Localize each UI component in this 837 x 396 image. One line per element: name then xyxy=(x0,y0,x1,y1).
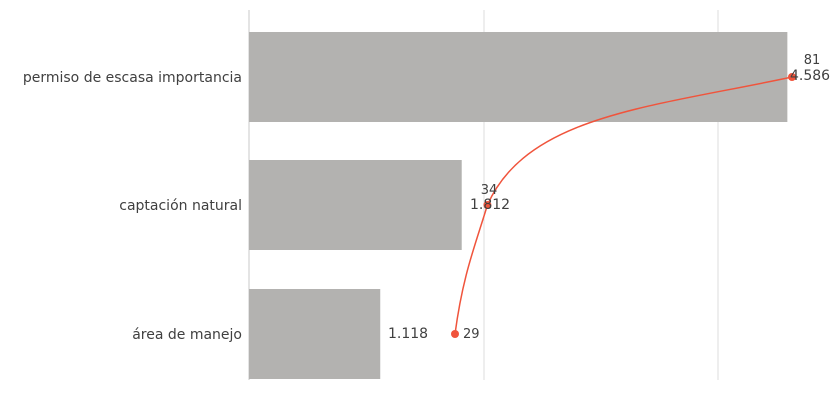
line-data-label: 81 xyxy=(804,53,821,68)
bar-data-label: 1.118 xyxy=(388,326,428,342)
line-data-label: 29 xyxy=(463,327,480,342)
category-tick-label: área de manejo xyxy=(132,327,242,343)
bar[interactable] xyxy=(249,289,381,379)
bar-data-label: 4.586 xyxy=(790,68,830,84)
line-point[interactable] xyxy=(788,73,796,81)
bar-data-label: 1.812 xyxy=(470,197,510,213)
category-tick-label: permiso de escasa importancia xyxy=(23,70,242,86)
series-line xyxy=(454,76,793,335)
bar[interactable] xyxy=(249,160,462,250)
category-tick-label: captación natural xyxy=(119,198,242,214)
line-point[interactable] xyxy=(451,330,459,338)
bar[interactable] xyxy=(249,32,788,122)
line-point[interactable] xyxy=(483,201,492,209)
line-data-label: 34 xyxy=(481,183,498,198)
